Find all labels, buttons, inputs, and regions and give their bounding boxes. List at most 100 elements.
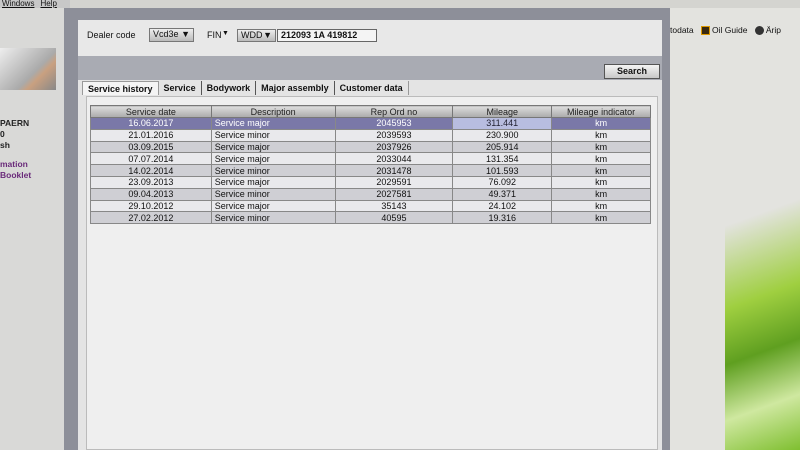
oil-guide-icon	[701, 26, 711, 36]
table-row[interactable]: 16.06.2017 Service major 2045953 311.441 km	[90, 117, 651, 130]
chevron-down-icon: ▼	[181, 29, 190, 39]
description-cell: Service minor	[210, 164, 336, 177]
bookmark-label: Ärip	[765, 25, 781, 35]
table-row[interactable]: 09.04.2013 Service minor 2027581 49.371 km	[90, 187, 651, 201]
dealer-code-label: Dealer code	[87, 30, 136, 40]
mileage-cell: 311.441	[452, 117, 553, 130]
rep-ord-no-cell: 2029591	[334, 175, 454, 189]
service-date-cell: 03.09.2015	[90, 140, 212, 154]
mileage-cell: 205.914	[452, 140, 553, 154]
service-date-cell: 09.04.2013	[90, 187, 212, 201]
table-row[interactable]: 23.09.2013 Service major 2029591 76.092 km	[90, 175, 651, 189]
search-button[interactable]: Search	[604, 64, 660, 79]
service-date-cell: 16.06.2017	[90, 117, 212, 130]
service-date-cell: 07.07.2014	[90, 152, 212, 166]
dealer-code-value: Vcd3e	[153, 29, 179, 39]
mileage-indicator-cell: km	[551, 140, 651, 154]
mileage-indicator-cell: km	[551, 187, 651, 201]
menu-bar: Windows Help	[0, 0, 70, 8]
tab-service-history[interactable]: Service history	[82, 81, 159, 95]
mileage-cell: 19.316	[452, 211, 553, 225]
description-cell: Service minor	[210, 211, 336, 225]
bookmark-oil-guide[interactable]: Oil Guide	[701, 25, 748, 36]
rep-ord-no-cell: 35143	[334, 199, 454, 213]
fin-input[interactable]: 212093 1A 419812	[277, 29, 377, 42]
menu-windows[interactable]: Windows	[2, 0, 35, 8]
mileage-indicator-cell: km	[551, 117, 651, 130]
rep-ord-no-cell: 40595	[334, 211, 454, 225]
description-cell: Service major	[210, 199, 336, 213]
fin-prefix-value: WDD	[241, 30, 263, 40]
table-row[interactable]: 07.07.2014 Service major 2033044 131.354 km	[90, 152, 651, 166]
bookmark-label: Oil Guide	[712, 25, 748, 35]
service-date-cell: 29.10.2012	[90, 199, 212, 213]
description-cell: Service minor	[210, 187, 336, 201]
bookmarks-bar: todata Oil Guide Ärip	[670, 25, 800, 39]
mileage-cell: 230.900	[452, 128, 553, 142]
table-row[interactable]: 27.02.2012 Service minor 40595 19.316 km	[90, 211, 651, 225]
mileage-cell: 131.354	[452, 152, 553, 166]
column-header[interactable]: Mileage	[452, 105, 553, 118]
mileage-indicator-cell: km	[551, 175, 651, 189]
tab-customer-data[interactable]: Customer data	[334, 81, 409, 95]
table-row[interactable]: 29.10.2012 Service major 35143 24.102 km	[90, 199, 651, 213]
column-header[interactable]: Description	[210, 105, 336, 118]
fin-prefix-select[interactable]: WDD ▼	[237, 29, 276, 42]
header-band	[78, 56, 662, 80]
dealer-code-select[interactable]: Vcd3e ▼	[149, 28, 194, 42]
description-cell: Service major	[210, 152, 336, 166]
globe-icon	[754, 26, 764, 36]
service-history-table: Service date Description Rep Ord no Mileage…	[90, 105, 651, 225]
header-photo	[0, 48, 56, 90]
sidebar-link[interactable]: Booklet	[0, 170, 32, 180]
tab-bar: Service history Service Bodywork Major a…	[82, 81, 409, 95]
mileage-indicator-cell: km	[551, 152, 651, 166]
mileage-indicator-cell: km	[551, 128, 651, 142]
service-date-cell: 14.02.2014	[90, 164, 212, 177]
service-date-cell: 23.09.2013	[90, 175, 212, 189]
description-cell: Service major	[210, 140, 336, 154]
wallpaper-image	[725, 198, 800, 450]
rep-ord-no-cell: 2039593	[334, 128, 454, 142]
bookmark-arip[interactable]: Ärip	[754, 25, 781, 36]
service-history-panel: Service date Description Rep Ord no Mileage…	[86, 96, 658, 450]
sidebar-text: sh	[0, 140, 10, 150]
tab-service[interactable]: Service	[158, 81, 202, 95]
rep-ord-no-cell: 2031478	[334, 164, 454, 177]
fin-label[interactable]: FIN	[207, 30, 222, 40]
mileage-cell: 49.371	[452, 187, 553, 201]
vehicle-selection-bar: Dealer code Vcd3e ▼ FIN ▼ WDD ▼ 212093 1A …	[78, 20, 662, 56]
description-cell: Service major	[210, 175, 336, 189]
tab-major-assembly[interactable]: Major assembly	[256, 81, 335, 95]
bookmark-autodata[interactable]: todata	[670, 25, 694, 35]
rep-ord-no-cell: 2033044	[334, 152, 454, 166]
fin-dropdown-icon[interactable]: ▼	[222, 30, 229, 37]
table-row[interactable]: 14.02.2014 Service minor 2031478 101.593 km	[90, 164, 651, 177]
service-date-cell: 27.02.2012	[90, 211, 212, 225]
column-header[interactable]: Service date	[90, 105, 212, 118]
menu-help[interactable]: Help	[40, 0, 57, 8]
tab-bodywork[interactable]: Bodywork	[201, 81, 257, 95]
service-date-cell: 21.01.2016	[90, 128, 212, 142]
chevron-down-icon: ▼	[263, 30, 272, 40]
column-header[interactable]: Rep Ord no	[334, 105, 454, 118]
mileage-cell: 76.092	[452, 175, 553, 189]
description-cell: Service major	[210, 117, 336, 130]
mileage-cell: 24.102	[452, 199, 553, 213]
description-cell: Service minor	[210, 128, 336, 142]
mileage-indicator-cell: km	[551, 199, 651, 213]
column-header[interactable]: Mileage indicator	[551, 105, 651, 118]
app-window: Dealer code Vcd3e ▼ FIN ▼ WDD ▼ 212093 1A …	[78, 20, 662, 450]
sidebar-link[interactable]: mation	[0, 159, 28, 169]
left-panel: PAERN 0 sh mation Booklet	[0, 8, 64, 450]
table-row[interactable]: 21.01.2016 Service minor 2039593 230.900 km	[90, 128, 651, 142]
mileage-indicator-cell: km	[551, 164, 651, 177]
mileage-indicator-cell: km	[551, 211, 651, 225]
sidebar-text: PAERN	[0, 118, 30, 128]
browser-background: todata Oil Guide Ärip	[670, 8, 800, 450]
table-row[interactable]: 03.09.2015 Service major 2037926 205.914 km	[90, 140, 651, 154]
rep-ord-no-cell: 2037926	[334, 140, 454, 154]
rep-ord-no-cell: 2045953	[334, 117, 454, 130]
mileage-cell: 101.593	[452, 164, 553, 177]
sidebar-text: 0	[0, 129, 5, 139]
